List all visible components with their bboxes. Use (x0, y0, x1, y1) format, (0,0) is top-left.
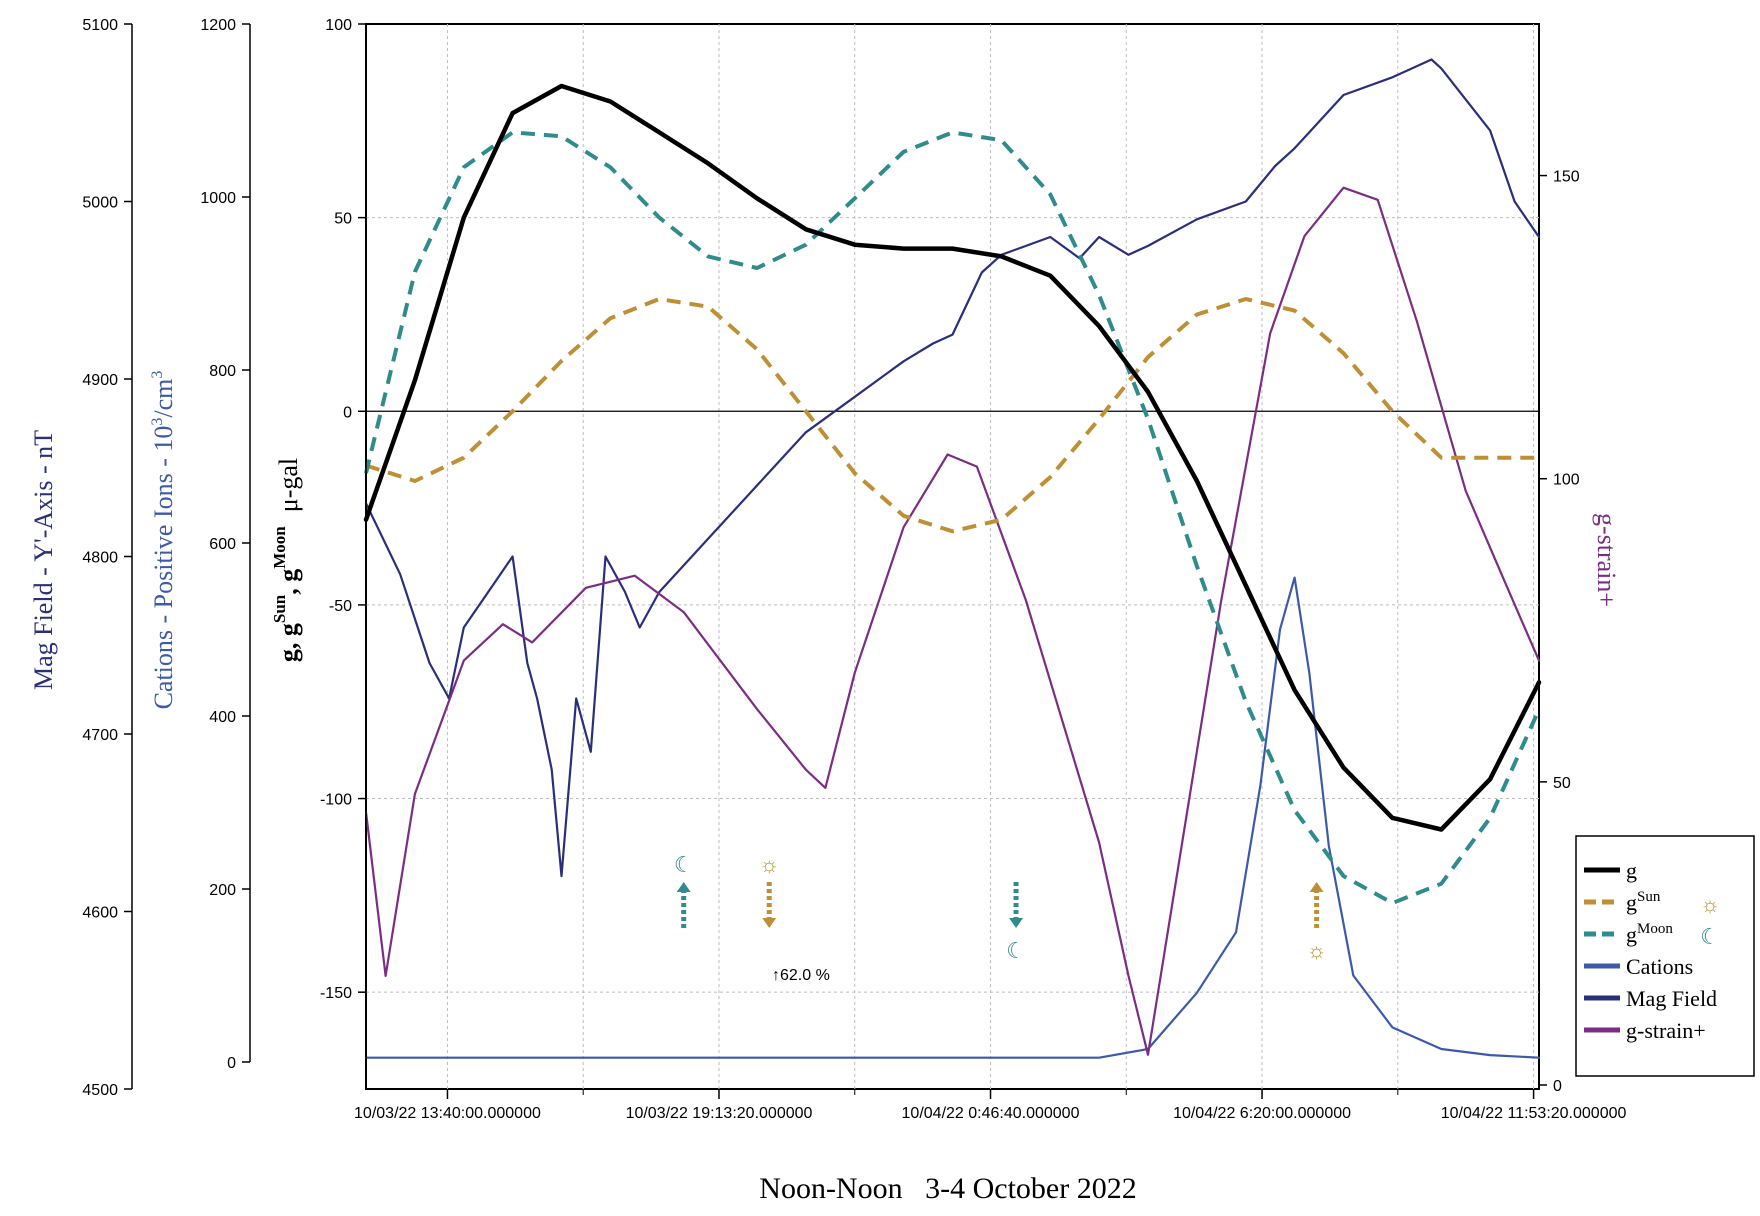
mag-tick-label: 4900 (82, 372, 118, 389)
mag-tick-label: 5100 (82, 17, 118, 34)
mag-tick-label: 4700 (82, 727, 118, 744)
arrow-head (1009, 918, 1024, 928)
series-g (363, 83, 1542, 832)
axes: 10/03/22 13:40:00.000000 10/03/22 19:13:2… (82, 17, 1626, 1122)
cations-tick-label: 0 (227, 1055, 236, 1072)
g-tick-label: -100 (320, 792, 352, 809)
sun-icon: ☼ (1307, 938, 1327, 963)
x-tick-label: 10/04/22 11:53:20.000000 (1441, 1105, 1627, 1122)
moon-icon: ☾ (1006, 938, 1026, 963)
series-g-moon (364, 130, 1541, 906)
moon-arrow: ☾ (1006, 882, 1026, 963)
legend-label: Mag Field (1626, 986, 1717, 1011)
g-tick-label: 100 (325, 17, 352, 34)
cations-tick-label: 200 (209, 882, 236, 899)
sun-icon: ☼ (1700, 892, 1720, 917)
series-layer (363, 58, 1542, 1059)
legend-label: g-strain+ (1626, 1018, 1706, 1043)
g-tick-label: -150 (320, 985, 352, 1002)
chart-title: Noon-Noon 3-4 October 2022 (759, 1172, 1136, 1205)
legend-label: g (1626, 858, 1637, 883)
mag-axis-label: Mag Field - Y'-Axis - nT (29, 430, 58, 690)
legend-label: Cations (1626, 954, 1693, 979)
series-cations (364, 576, 1541, 1059)
moon-icon: ☾ (1700, 924, 1720, 949)
arrow-head (762, 918, 777, 928)
x-tick-label: 10/04/22 6:20:00.000000 (1173, 1105, 1351, 1122)
g-axis-label: g, gSun, gMoonμ-gal (270, 458, 303, 662)
mag-tick-label: 4800 (82, 550, 118, 567)
cations-tick-label: 1000 (200, 190, 236, 207)
strain-axis-label: g-strain+ (1592, 513, 1621, 607)
moon-arrow: ☾ (674, 852, 694, 928)
x-tick-label: 10/03/22 13:40:00.000000 (354, 1105, 541, 1122)
cations-tick-label: 1200 (200, 17, 236, 34)
series-mag-field (364, 58, 1541, 878)
plot-frame (365, 23, 1540, 1090)
x-tick-label: 10/04/22 0:46:40.000000 (902, 1105, 1080, 1122)
arrow-head (676, 882, 691, 892)
mag-tick-label: 5000 (82, 195, 118, 212)
legend-box (1575, 835, 1755, 1077)
g-tick-label: 0 (343, 404, 352, 421)
x-tick-label: 10/03/22 19:13:20.000000 (626, 1105, 813, 1122)
sun-icon: ☼ (759, 852, 779, 877)
cations-tick-label: 400 (209, 709, 236, 726)
series-g-strain- (364, 186, 1541, 1056)
strain-tick-label: 50 (1553, 775, 1571, 792)
mag-tick-label: 4600 (82, 905, 118, 922)
sun-arrow: ☼ (1307, 882, 1327, 963)
cations-tick-label: 800 (209, 363, 236, 380)
g-tick-label: 50 (334, 211, 352, 228)
moon-icon: ☾ (674, 852, 694, 877)
mag-tick-label: 4500 (82, 1082, 118, 1099)
strain-tick-label: 0 (1553, 1078, 1562, 1095)
strain-tick-label: 150 (1553, 169, 1580, 186)
legend-label: gSun (1626, 889, 1661, 915)
g-tick-label: -50 (329, 598, 352, 615)
legend-label: gMoon (1626, 921, 1673, 947)
series-g-sun (365, 297, 1539, 534)
strain-tick-label: 100 (1553, 472, 1580, 489)
cations-axis-label: Cations - Positive Ions - 103/cm3 (149, 371, 178, 710)
arrow-head (1309, 882, 1324, 892)
percent-label: ↑62.0 % (772, 967, 830, 984)
sun-arrow: ☼ (759, 852, 779, 928)
legend: g gSun ☼ gMoon ☾ Cations Mag Field g-strain+ (1575, 835, 1755, 1077)
grid (366, 24, 1539, 1089)
cations-tick-label: 600 (209, 536, 236, 553)
annotations: ☾ ☼ ☾ ☼ ↑62.0 % (674, 852, 1327, 984)
